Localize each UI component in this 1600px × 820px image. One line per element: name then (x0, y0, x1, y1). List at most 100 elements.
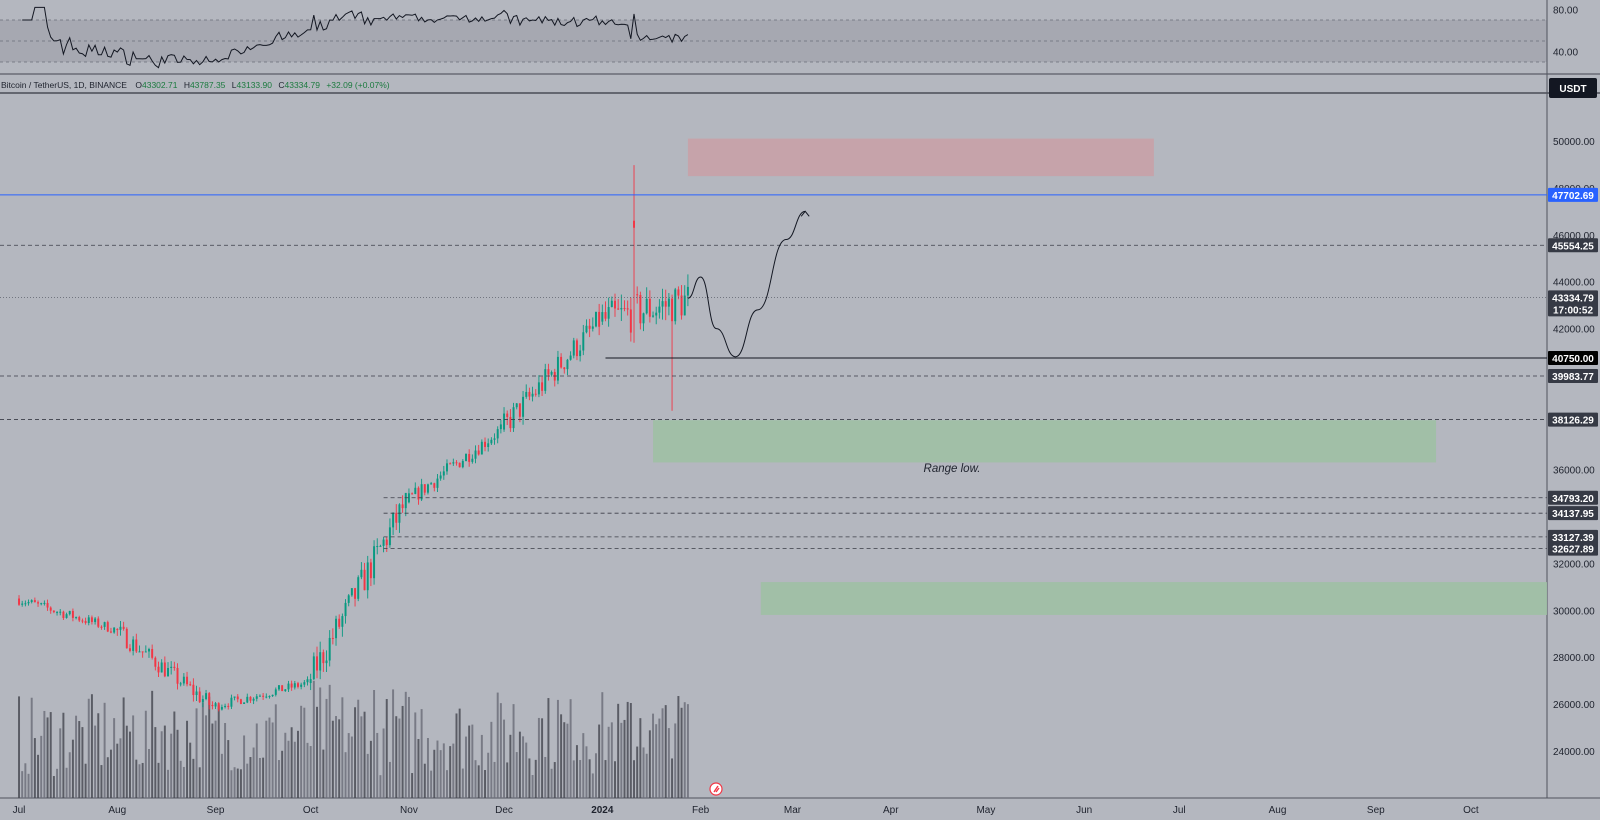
volume-bar (90, 694, 93, 798)
time-tick-label: Sep (207, 805, 225, 816)
volume-bar (290, 727, 293, 798)
open-label: O (135, 80, 142, 90)
volume-bar (683, 702, 686, 798)
candle-body (414, 487, 417, 494)
volume-bar (686, 704, 689, 798)
candle-body (610, 300, 613, 308)
volume-bar (569, 699, 572, 798)
candle-body (319, 652, 322, 671)
rsi-tick-label: 80.00 (1553, 6, 1578, 17)
volume-bar (106, 757, 109, 798)
volume-bar (385, 699, 388, 798)
volume-bar (43, 710, 46, 798)
volume-bar (661, 708, 664, 798)
candle-body (189, 684, 192, 686)
high-label: H (184, 80, 190, 90)
candle-body (192, 684, 195, 696)
candle-body (151, 649, 154, 658)
volume-bar (658, 718, 661, 798)
volume-bar (84, 763, 87, 798)
price-tag[interactable]: 34793.20 (1548, 490, 1598, 505)
volume-bar (176, 729, 179, 798)
price-tag[interactable]: 33127.39 (1548, 529, 1598, 544)
price-tag-label: 32627.89 (1552, 545, 1594, 556)
volume-bar (122, 697, 125, 798)
volume-bar (157, 762, 160, 798)
candle-body (683, 295, 686, 316)
time-axis[interactable]: Jul Aug Sep Oct Nov Dec 2024 Feb Mar Apr May Jun Jul… (13, 805, 1479, 816)
volume-bar (201, 702, 204, 798)
price-tag[interactable]: 47702.69 (1548, 187, 1598, 202)
currency-badge[interactable]: USDT (1549, 78, 1597, 98)
candle-body (138, 651, 141, 653)
volume-bar (46, 717, 49, 798)
volume-bar (268, 717, 271, 798)
candle-body (255, 696, 258, 699)
candle-body (154, 657, 157, 667)
volume-bar (132, 715, 135, 798)
candle-body (430, 483, 433, 485)
volume-bar (585, 746, 588, 798)
candle-body (312, 656, 315, 680)
price-tag-bg (1548, 238, 1598, 253)
volume-bar (556, 699, 559, 798)
price-tag-label: 40750.00 (1552, 354, 1594, 365)
candle-body (455, 462, 458, 464)
volume-bar (309, 746, 312, 798)
volume-bar (138, 764, 141, 798)
candle-body (239, 699, 242, 704)
candle-body (262, 695, 265, 697)
price-pane[interactable] (0, 0, 1600, 799)
candle-body (360, 569, 363, 578)
price-tag[interactable]: 32627.89 (1548, 541, 1598, 556)
candle-body (531, 393, 534, 397)
volume-bar (24, 763, 27, 798)
candle-body (116, 629, 119, 631)
candle-body (90, 617, 93, 622)
candle-body (40, 603, 43, 605)
symbol-legend[interactable]: Bitcoin / TetherUS, 1D, BINANCE O43302.7… (1, 80, 390, 90)
candle-body (46, 602, 49, 608)
volume-bar (484, 770, 487, 798)
price-axis[interactable]: 50000.0048000.0046000.0044000.0042000.00… (1548, 137, 1598, 758)
candle-body (373, 546, 376, 579)
chart-logo[interactable] (709, 782, 723, 796)
candle-body (217, 703, 220, 710)
volume-bar (572, 760, 575, 798)
time-tick-label: May (976, 805, 995, 816)
candle-body (629, 309, 632, 333)
candle-body (284, 689, 287, 692)
candle-body (68, 610, 71, 615)
volume-bar (369, 740, 372, 798)
price-tag-label: 33127.39 (1552, 533, 1594, 544)
price-tick-label: 24000.00 (1553, 747, 1595, 758)
volume-bar (246, 763, 249, 798)
volume-bar (205, 715, 208, 798)
volume-bar (335, 716, 338, 798)
candle-body (490, 439, 493, 444)
price-tag[interactable]: 40750.00 (1548, 351, 1598, 365)
volume-bar (227, 740, 230, 798)
price-tag-bg (1548, 368, 1598, 383)
candle-body (417, 487, 420, 500)
candle-body (556, 356, 559, 381)
volume-bar (59, 728, 62, 798)
rsi-pane[interactable]: 80.00 40.00 (0, 6, 1600, 75)
candle-body (686, 286, 689, 296)
rsi-band (0, 20, 1547, 62)
price-tag[interactable]: 45554.25 (1548, 238, 1598, 253)
candle-body (341, 616, 344, 627)
price-tag[interactable]: 39983.77 (1548, 368, 1598, 383)
candle-body (648, 298, 651, 317)
candle-body (227, 705, 230, 707)
volume-bar (674, 723, 677, 798)
volume-bar (537, 717, 540, 798)
drawings (0, 138, 1547, 615)
volume-bar (344, 752, 347, 798)
price-tag[interactable]: 38126.29 (1548, 412, 1598, 427)
price-tag[interactable]: 34137.95 (1548, 506, 1598, 521)
candle-body (667, 298, 670, 307)
volume-bar (591, 773, 594, 798)
